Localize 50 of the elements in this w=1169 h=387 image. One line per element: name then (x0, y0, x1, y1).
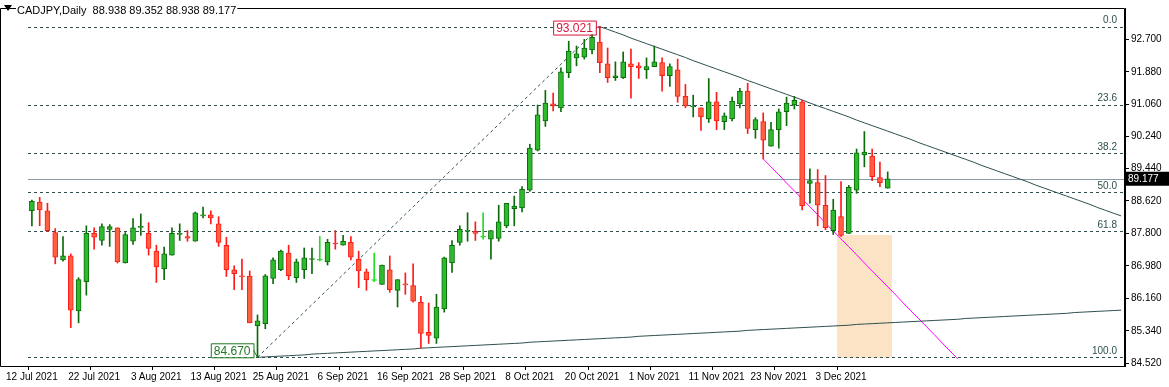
annotation: 93.021 (556, 20, 594, 35)
y-tick-label: 86.980 (1131, 259, 1163, 271)
x-tick-label: 25 Aug 2021 (252, 370, 310, 382)
y-tick-label: 91.060 (1131, 97, 1163, 109)
annotation: 50.0 (1097, 179, 1118, 191)
y-tick-label: 87.800 (1131, 227, 1163, 239)
y-tick-label: 85.340 (1131, 324, 1163, 336)
annotation: 100.0 (1091, 345, 1118, 357)
chart-title: CADJPY,Daily 88.938 89.352 88.938 89.177 (17, 3, 237, 16)
x-tick-label: 23 Nov 2021 (750, 370, 808, 382)
candlestick (106, 224, 113, 247)
y-tick-label: 91.880 (1131, 65, 1163, 77)
x-tick-label: 6 Sep 2021 (317, 370, 370, 382)
candlestick (200, 206, 206, 219)
x-tick-label: 11 Nov 2021 (688, 370, 745, 382)
x-tick-label: 20 Oct 2021 (564, 370, 620, 382)
candlestick (877, 161, 883, 187)
y-tick-label: 90.240 (1131, 130, 1163, 142)
candlestick (690, 94, 697, 118)
annotation: 61.8 (1097, 218, 1118, 230)
candlestick (316, 236, 323, 262)
candlestick (332, 230, 339, 250)
y-tick-label: 89.440 (1131, 162, 1163, 174)
x-tick-label: 1 Nov 2021 (628, 370, 681, 382)
candlestick (231, 265, 237, 290)
x-tick-label: 8 Oct 2021 (505, 370, 555, 382)
x-tick-label: 16 Sep 2021 (376, 370, 435, 382)
y-tick-label: 88.620 (1131, 194, 1163, 206)
candlestick (239, 258, 245, 290)
x-tick-label: 3 Aug 2021 (131, 370, 183, 382)
y-tick-label: 92.700 (1131, 33, 1163, 45)
ref-line-label: 89.177 (1128, 172, 1160, 184)
annotation: 84.670 (213, 343, 251, 358)
x-tick-label: 22 Jul 2021 (68, 370, 121, 382)
candlestick (651, 45, 658, 67)
x-tick-label: 3 Dec 2021 (815, 370, 868, 382)
candlestick (91, 227, 97, 250)
y-tick-label: 84.520 (1131, 356, 1163, 368)
y-tick-label: 86.160 (1131, 292, 1163, 304)
annotation: 38.2 (1097, 140, 1118, 152)
candlestick (550, 92, 556, 112)
x-tick-label: 12 Jul 2021 (6, 370, 59, 382)
candlestick (480, 212, 486, 240)
candlestick (807, 168, 813, 204)
annotation: 23.6 (1097, 92, 1118, 104)
x-tick-label: 28 Sep 2021 (439, 370, 497, 382)
annotation: 0.0 (1103, 14, 1118, 26)
candlestick (635, 62, 642, 79)
x-tick-label: 13 Aug 2021 (190, 370, 248, 382)
candlestick (425, 302, 432, 344)
